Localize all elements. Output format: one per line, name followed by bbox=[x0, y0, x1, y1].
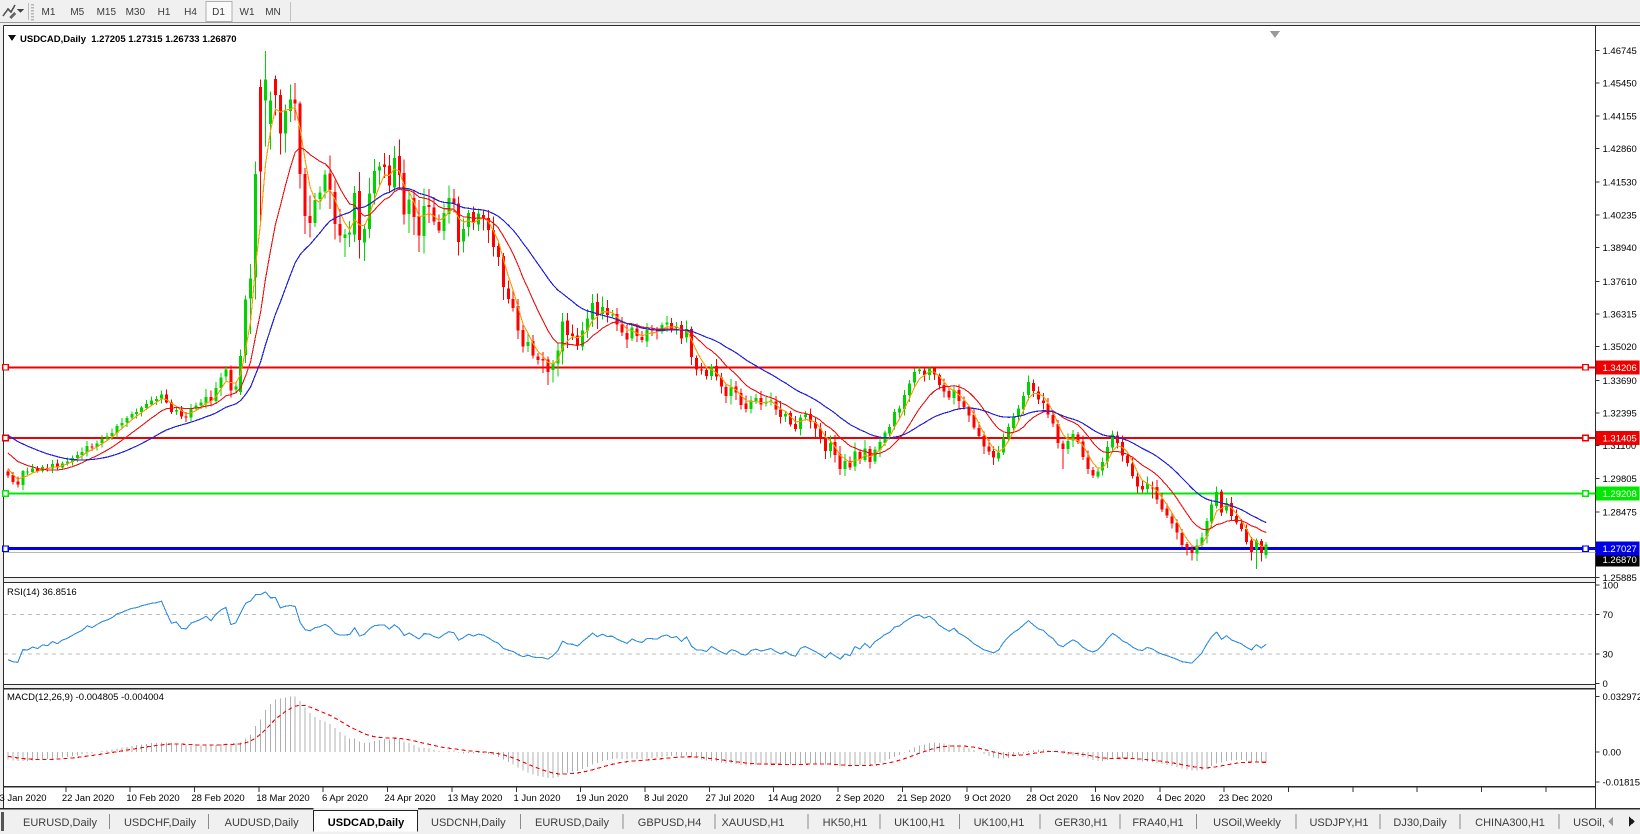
svg-text:24 Apr 2020: 24 Apr 2020 bbox=[384, 793, 435, 804]
svg-text:H1: H1 bbox=[158, 7, 171, 18]
svg-text:1.37610: 1.37610 bbox=[1603, 277, 1637, 288]
svg-text:USDCAD,Daily 1.27205 1.27315: USDCAD,Daily 1.27205 1.27315 1.26733 1.2… bbox=[20, 34, 237, 45]
svg-text:M30: M30 bbox=[126, 7, 146, 18]
svg-text:USDCHF,Daily: USDCHF,Daily bbox=[124, 817, 197, 829]
svg-text:AUDUSD,Daily: AUDUSD,Daily bbox=[225, 817, 299, 829]
svg-text:70: 70 bbox=[1603, 610, 1614, 621]
svg-text:1.46745: 1.46745 bbox=[1603, 46, 1637, 57]
svg-text:GER30,H1: GER30,H1 bbox=[1054, 817, 1107, 829]
svg-text:MN: MN bbox=[265, 7, 281, 18]
svg-text:USDCAD,Daily: USDCAD,Daily bbox=[328, 817, 405, 829]
svg-text:1.28475: 1.28475 bbox=[1603, 508, 1637, 519]
svg-text:2 Sep 2020: 2 Sep 2020 bbox=[836, 793, 885, 804]
svg-text:H4: H4 bbox=[184, 7, 197, 18]
svg-text:6 Apr 2020: 6 Apr 2020 bbox=[322, 793, 368, 804]
svg-text:3 Jan 2020: 3 Jan 2020 bbox=[0, 793, 47, 804]
svg-text:1.31405: 1.31405 bbox=[1603, 434, 1637, 445]
svg-text:27 Jul 2020: 27 Jul 2020 bbox=[705, 793, 754, 804]
svg-text:UK100,H1: UK100,H1 bbox=[974, 817, 1025, 829]
svg-text:19 Jun 2020: 19 Jun 2020 bbox=[576, 793, 628, 804]
svg-text:1.44155: 1.44155 bbox=[1603, 111, 1637, 122]
svg-text:D1: D1 bbox=[212, 7, 225, 18]
svg-text:1.29805: 1.29805 bbox=[1603, 474, 1637, 485]
svg-text:USOil,Weekly: USOil,Weekly bbox=[1213, 817, 1281, 829]
svg-text:23 Dec 2020: 23 Dec 2020 bbox=[1219, 793, 1273, 804]
svg-text:30: 30 bbox=[1603, 650, 1614, 661]
svg-text:1.42860: 1.42860 bbox=[1603, 144, 1637, 155]
svg-text:14 Aug 2020: 14 Aug 2020 bbox=[768, 793, 821, 804]
svg-text:USDCNH,Daily: USDCNH,Daily bbox=[431, 817, 506, 829]
svg-text:FRA40,H1: FRA40,H1 bbox=[1132, 817, 1183, 829]
svg-text:4 Dec 2020: 4 Dec 2020 bbox=[1157, 793, 1206, 804]
svg-text:100: 100 bbox=[1603, 581, 1619, 592]
svg-text:W1: W1 bbox=[240, 7, 255, 18]
svg-text:DJ30,Daily: DJ30,Daily bbox=[1393, 817, 1447, 829]
svg-text:1.36315: 1.36315 bbox=[1603, 310, 1637, 321]
svg-text:1.26870: 1.26870 bbox=[1603, 555, 1637, 566]
svg-text:9 Oct 2020: 9 Oct 2020 bbox=[964, 793, 1010, 804]
svg-text:28 Feb 2020: 28 Feb 2020 bbox=[191, 793, 244, 804]
svg-text:1.29208: 1.29208 bbox=[1603, 489, 1637, 500]
svg-text:16 Nov 2020: 16 Nov 2020 bbox=[1090, 793, 1144, 804]
svg-text:1.41530: 1.41530 bbox=[1603, 178, 1637, 189]
svg-text:CHINA300,H1: CHINA300,H1 bbox=[1475, 817, 1545, 829]
svg-text:GBPUSD,H4: GBPUSD,H4 bbox=[638, 817, 702, 829]
svg-text:13 May 2020: 13 May 2020 bbox=[448, 793, 503, 804]
svg-text:1.45450: 1.45450 bbox=[1603, 79, 1637, 90]
svg-text:0.032972: 0.032972 bbox=[1603, 692, 1640, 703]
svg-text:1.27027: 1.27027 bbox=[1603, 544, 1637, 555]
svg-text:MACD(12,26,9) -0.004805 -0.004: MACD(12,26,9) -0.004805 -0.004004 bbox=[7, 692, 164, 703]
svg-text:21 Sep 2020: 21 Sep 2020 bbox=[897, 793, 951, 804]
svg-text:EURUSD,Daily: EURUSD,Daily bbox=[535, 817, 609, 829]
svg-text:8 Jul 2020: 8 Jul 2020 bbox=[644, 793, 688, 804]
svg-text:1.25885: 1.25885 bbox=[1603, 573, 1637, 584]
svg-text:USDJPY,H1: USDJPY,H1 bbox=[1309, 817, 1368, 829]
svg-text:1 Jun 2020: 1 Jun 2020 bbox=[513, 793, 560, 804]
svg-text:-0.018154: -0.018154 bbox=[1603, 778, 1640, 789]
svg-text:1.40235: 1.40235 bbox=[1603, 210, 1637, 221]
svg-text:HK50,H1: HK50,H1 bbox=[823, 817, 868, 829]
svg-text:1.33690: 1.33690 bbox=[1603, 376, 1637, 387]
svg-text:28 Oct 2020: 28 Oct 2020 bbox=[1026, 793, 1078, 804]
svg-text:22 Jan 2020: 22 Jan 2020 bbox=[62, 793, 114, 804]
svg-text:EURUSD,Daily: EURUSD,Daily bbox=[23, 817, 97, 829]
svg-text:M1: M1 bbox=[42, 7, 56, 18]
svg-text:1.34206: 1.34206 bbox=[1603, 363, 1637, 374]
svg-text:RSI(14) 36.8516: RSI(14) 36.8516 bbox=[7, 587, 77, 598]
svg-text:1.32395: 1.32395 bbox=[1603, 409, 1637, 420]
svg-text:USOil,: USOil, bbox=[1573, 817, 1605, 829]
svg-text:M15: M15 bbox=[97, 7, 117, 18]
svg-text:1.35020: 1.35020 bbox=[1603, 342, 1637, 353]
svg-text:10 Feb 2020: 10 Feb 2020 bbox=[126, 793, 179, 804]
svg-text:XAUUSD,H1: XAUUSD,H1 bbox=[722, 817, 785, 829]
svg-text:UK100,H1: UK100,H1 bbox=[894, 817, 945, 829]
svg-text:M5: M5 bbox=[70, 7, 84, 18]
svg-text:18 Mar 2020: 18 Mar 2020 bbox=[256, 793, 309, 804]
svg-text:0.00: 0.00 bbox=[1603, 747, 1622, 758]
svg-text:1.31100: 1.31100 bbox=[1603, 441, 1637, 452]
svg-text:1.38940: 1.38940 bbox=[1603, 243, 1637, 254]
svg-text:0: 0 bbox=[1603, 679, 1608, 690]
